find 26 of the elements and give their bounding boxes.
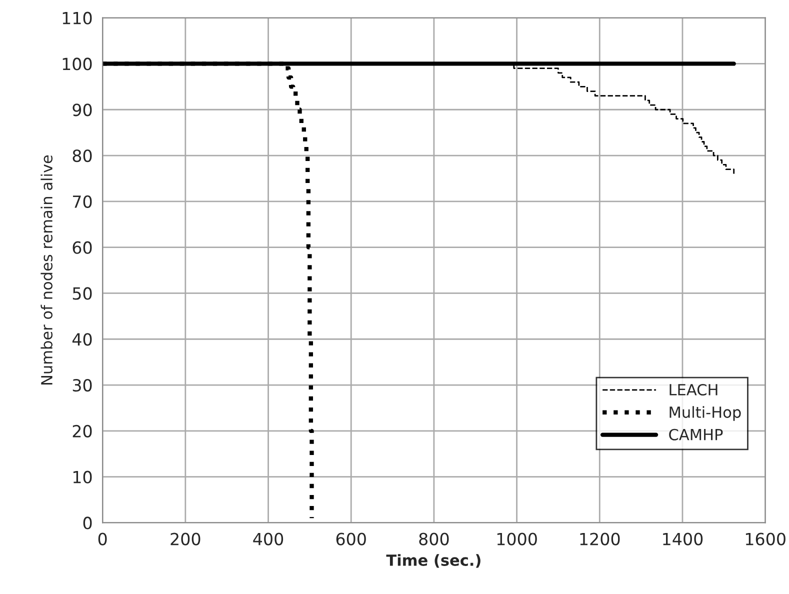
y-axis-title: Number of nodes remain alive <box>40 155 53 384</box>
x-tick-label: 600 <box>336 532 366 546</box>
x-tick-label: 200 <box>170 532 200 546</box>
y-tick-label: 50 <box>72 287 92 300</box>
y-tick-label: 20 <box>72 424 92 438</box>
x-tick-label: 800 <box>419 532 449 546</box>
x-tick-label: 1600 <box>746 532 786 546</box>
legend-label: Multi-Hop <box>670 406 741 421</box>
y-tick-label: 90 <box>72 104 92 116</box>
x-tick-label: 400 <box>253 532 284 546</box>
x-tick-label: 0 <box>98 532 107 546</box>
legend-label: LEACH <box>670 384 718 396</box>
y-tick-label: 40 <box>72 333 92 346</box>
x-tick-label: 1000 <box>497 532 537 546</box>
x-tick-label: 1400 <box>663 532 703 546</box>
y-tick-label: 0 <box>83 516 92 530</box>
y-tick-label: 10 <box>73 470 92 484</box>
y-tick-label: 70 <box>73 195 92 208</box>
y-tick-label: 80 <box>72 149 92 162</box>
y-tick-label: 60 <box>72 241 92 254</box>
x-tick-label: 1200 <box>580 532 620 546</box>
legend-label: CAMHP <box>669 428 723 440</box>
y-tick-label: 110 <box>62 12 92 24</box>
y-tick-label: 100 <box>62 58 92 70</box>
y-tick-label: 30 <box>72 378 92 392</box>
x-axis-title: Time (sec.) <box>386 554 480 568</box>
